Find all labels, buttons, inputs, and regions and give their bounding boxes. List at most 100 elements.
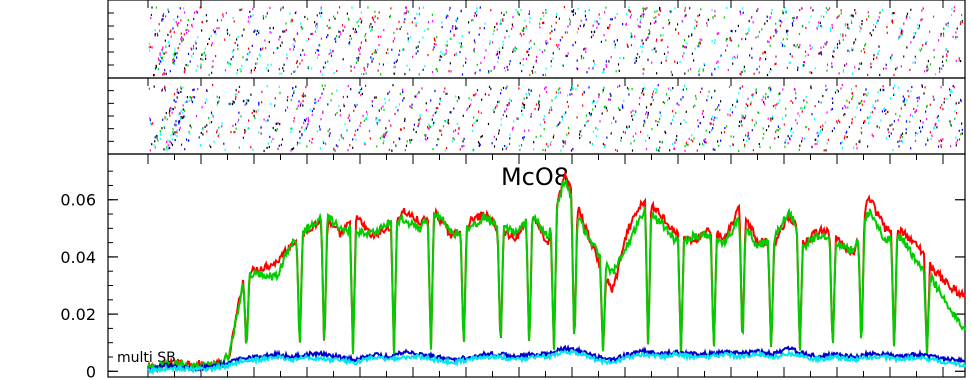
raster-dot	[342, 95, 344, 99]
raster-dot	[351, 6, 353, 9]
raster-dot	[751, 16, 753, 19]
raster-dot	[909, 120, 911, 123]
raster-dot	[598, 96, 600, 99]
raster-dot	[496, 22, 498, 25]
raster-dot	[505, 147, 507, 150]
raster-dot	[209, 121, 211, 124]
raster-dot	[435, 43, 437, 46]
raster-dot	[503, 66, 506, 70]
raster-dot	[502, 148, 504, 151]
raster-dot	[566, 54, 568, 58]
raster-dot	[826, 88, 829, 91]
raster-dot	[923, 92, 925, 95]
raster-dot	[789, 129, 792, 132]
raster-dot	[195, 115, 198, 118]
raster-dot	[861, 20, 863, 23]
raster-dot	[912, 61, 914, 64]
raster-dot	[275, 122, 277, 125]
raster-dot	[950, 145, 952, 148]
raster-dot	[415, 22, 417, 25]
raster-dot	[943, 97, 945, 100]
raster-dot	[657, 149, 659, 152]
raster-dot	[249, 21, 251, 24]
raster-dot	[237, 48, 239, 51]
raster-dot	[522, 136, 524, 140]
raster-dot	[747, 97, 749, 101]
raster-dot	[767, 117, 769, 120]
raster-dot	[848, 126, 850, 129]
raster-dot	[951, 8, 953, 11]
raster-dot	[840, 142, 842, 145]
raster-dot	[551, 99, 553, 102]
raster-dot	[942, 64, 944, 67]
raster-dot	[630, 14, 632, 17]
raster-dot	[731, 30, 733, 33]
raster-dot	[544, 87, 546, 90]
raster-dot	[649, 30, 651, 33]
raster-dot	[643, 119, 645, 122]
raster-dot	[860, 108, 862, 111]
raster-dot	[532, 148, 535, 151]
raster-dot	[614, 46, 616, 49]
raster-dot	[955, 141, 957, 144]
raster-dot	[823, 15, 825, 18]
raster-dot	[182, 86, 184, 89]
raster-dot	[377, 17, 379, 20]
raster-dot	[440, 129, 442, 132]
raster-dot	[696, 149, 698, 152]
raster-dot	[845, 131, 847, 135]
raster-dot	[953, 86, 955, 89]
raster-dot	[902, 30, 904, 33]
raster-dot	[174, 131, 176, 134]
raster-dot	[706, 99, 708, 102]
raster-dot	[920, 19, 922, 22]
raster-dot	[630, 142, 632, 145]
raster-dot	[411, 106, 413, 109]
raster-dot	[628, 6, 630, 9]
raster-dot	[801, 7, 803, 10]
raster-dot	[453, 33, 455, 37]
raster-dot	[195, 47, 197, 50]
raster-dot	[645, 148, 648, 151]
raster-dot	[921, 47, 923, 50]
raster-dot	[193, 96, 196, 99]
raster-dot	[158, 59, 160, 62]
raster-dot	[377, 118, 379, 121]
raster-dot	[333, 147, 335, 150]
raster-dot	[374, 10, 376, 13]
raster-dot	[661, 141, 664, 144]
raster-dot	[698, 70, 700, 73]
raster-dot	[958, 138, 961, 141]
raster-dot	[302, 26, 304, 29]
raster-dot	[892, 128, 894, 131]
raster-dot	[583, 23, 585, 26]
raster-dot	[714, 14, 716, 17]
raster-dot	[316, 27, 318, 30]
raster-dot	[378, 120, 380, 123]
raster-dot	[189, 96, 192, 99]
raster-dot	[637, 25, 639, 28]
raster-dot	[938, 119, 940, 122]
raster-dot	[781, 21, 783, 24]
raster-dot	[476, 7, 478, 10]
raster-dot	[680, 122, 682, 125]
raster-dot	[577, 27, 579, 30]
raster-dot	[188, 130, 190, 133]
raster-dot	[439, 102, 441, 106]
raster-dot	[330, 99, 332, 102]
raster-dot	[213, 140, 215, 143]
raster-dot	[745, 134, 747, 137]
raster-dot	[872, 106, 874, 109]
raster-dot	[378, 63, 380, 66]
raster-dot	[771, 115, 774, 118]
raster-dot	[648, 28, 650, 32]
raster-dot	[151, 6, 153, 9]
raster-dot	[630, 111, 632, 114]
raster-dot	[602, 142, 604, 146]
raster-dot	[795, 45, 797, 48]
raster-dot	[593, 60, 595, 63]
raster-dot	[173, 62, 175, 65]
raster-dot	[364, 69, 366, 72]
raster-dot	[538, 103, 540, 107]
raster-dot	[658, 149, 660, 152]
